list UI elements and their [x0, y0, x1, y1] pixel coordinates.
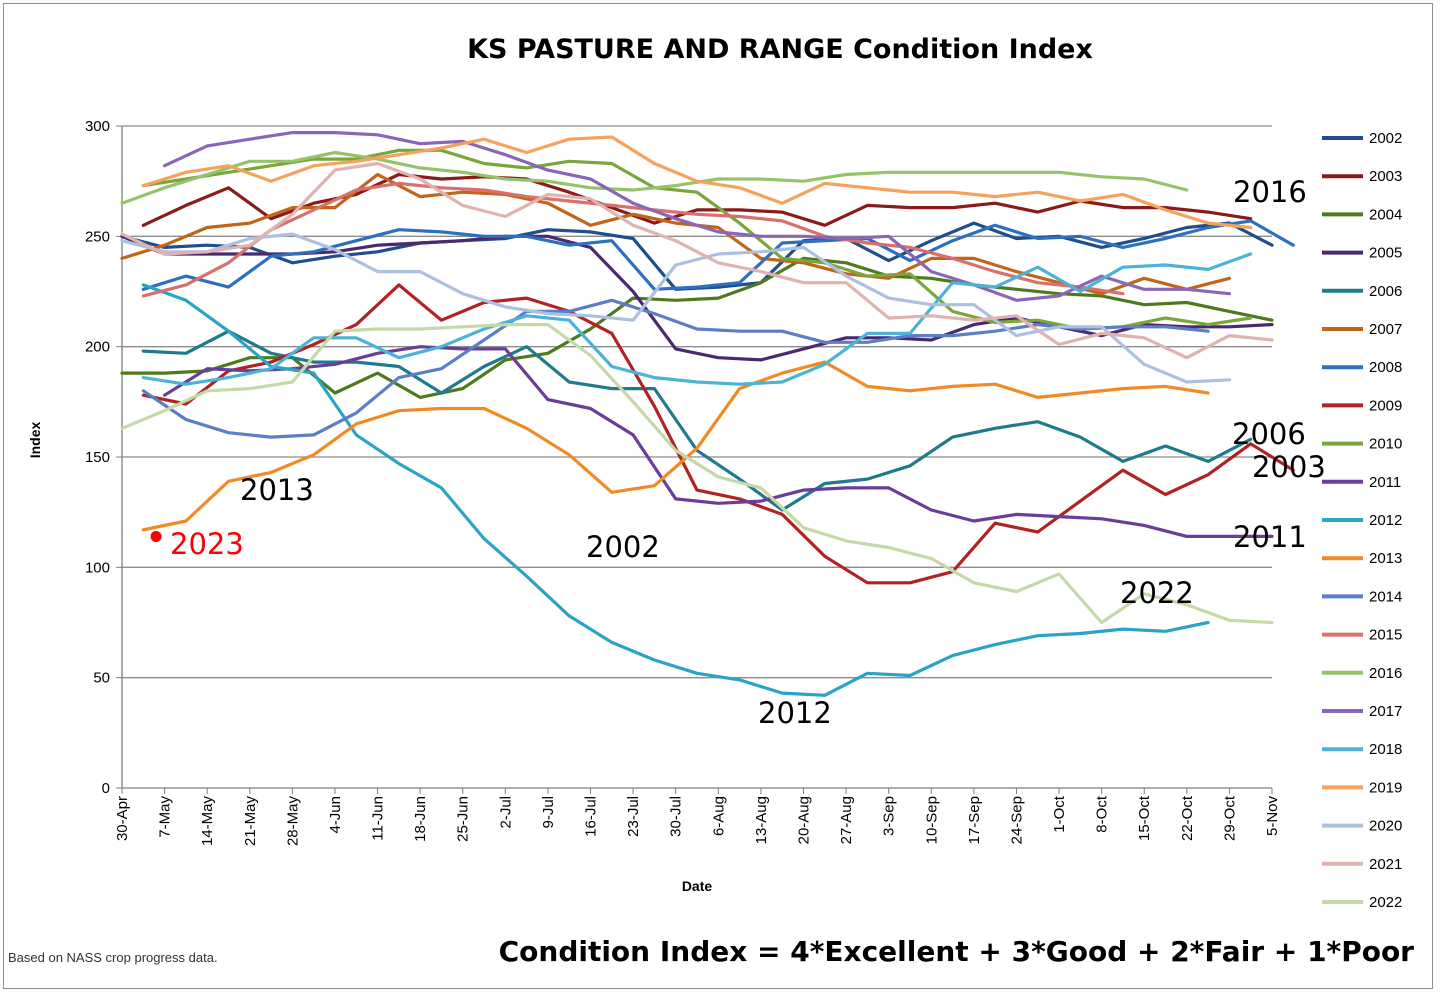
legend-label-2014: 2014	[1369, 588, 1402, 605]
x-tick-label: 11-Jun	[370, 796, 387, 841]
y-tick-label: 50	[93, 670, 110, 687]
legend-label-2016: 2016	[1369, 665, 1402, 682]
annotation-2013: 2013	[240, 473, 314, 507]
y-tick-label: 200	[85, 339, 110, 356]
x-tick-label: 14-May	[199, 796, 216, 847]
x-tick-label: 23-Jul	[625, 796, 642, 837]
x-tick-label: 16-Jul	[583, 796, 600, 837]
x-tick-label: 5-Nov	[1264, 796, 1281, 837]
series-line-2016	[120, 150, 1189, 205]
legend-label-2002: 2002	[1369, 130, 1402, 147]
legend-label-2005: 2005	[1369, 245, 1402, 262]
series-line-2006	[141, 329, 1253, 512]
x-tick-label: 6-Aug	[710, 796, 727, 836]
series-lines	[120, 131, 1295, 697]
formula-caption: Condition Index = 4*Excellent + 3*Good +…	[499, 935, 1415, 968]
legend-label-2018: 2018	[1369, 741, 1402, 758]
series-line-2008	[141, 219, 1295, 291]
legend-label-2012: 2012	[1369, 512, 1402, 529]
x-tick-label: 28-May	[284, 796, 301, 847]
y-tick-label: 250	[85, 228, 110, 245]
x-tick-label: 27-Aug	[838, 796, 855, 844]
legend-label-2004: 2004	[1369, 206, 1402, 223]
annotation-2012: 2012	[758, 696, 832, 730]
series-line-2021	[120, 161, 1274, 360]
annotation-2006: 2006	[1232, 417, 1306, 451]
legend-label-2020: 2020	[1369, 818, 1402, 835]
legend-label-2007: 2007	[1369, 321, 1402, 338]
y-axis-title: Index	[27, 422, 43, 459]
y-tick-label: 0	[102, 780, 110, 797]
footnote: Based on NASS crop progress data.	[8, 950, 218, 965]
series-line-2011	[163, 345, 1274, 539]
series-line-2020	[120, 232, 1232, 384]
legend-label-2011: 2011	[1369, 474, 1401, 491]
series-line-2003	[141, 172, 1253, 227]
x-tick-label: 4-Jun	[327, 796, 344, 834]
x-tick-label: 29-Oct	[1221, 795, 1238, 841]
x-tick-label: 9-Jul	[540, 796, 557, 829]
legend-label-2022: 2022	[1369, 894, 1402, 911]
chart-frame	[3, 3, 1433, 989]
legend: 2002 2003 2004 2005 2006 2007 2008 2009 2010 2011…	[1322, 130, 1402, 911]
x-tick-label: 22-Oct	[1179, 795, 1196, 841]
annotation-2003: 2003	[1252, 450, 1326, 484]
y-tick-label: 300	[85, 118, 110, 135]
annotation-2002: 2002	[586, 530, 660, 564]
x-tick-label: 3-Sep	[881, 796, 898, 836]
series-line-2013	[141, 360, 1210, 532]
legend-label-2008: 2008	[1369, 359, 1402, 376]
series-line-2007	[120, 172, 1232, 296]
series-line-2022	[120, 323, 1274, 625]
legend-label-2021: 2021	[1369, 856, 1402, 873]
x-tick-label: 17-Sep	[966, 796, 983, 844]
x-tick-label: 30-Jul	[668, 796, 685, 837]
x-tick-label: 10-Sep	[923, 796, 940, 844]
x-tick-label: 7-May	[157, 796, 174, 838]
series-line-2017	[163, 131, 1232, 302]
x-tick-label: 30-Apr	[114, 796, 131, 841]
series-line-2018	[141, 252, 1253, 386]
series-line-2012	[141, 283, 1210, 697]
x-tick-label: 15-Oct	[1136, 795, 1153, 841]
x-axis-ticks: 30-Apr 7-May 14-May 21-May 28-May 4-Jun 11-Jun…	[114, 788, 1281, 846]
x-tick-label: 13-Aug	[753, 796, 770, 844]
legend-label-2013: 2013	[1369, 550, 1402, 567]
legend-label-2003: 2003	[1369, 168, 1402, 185]
y-axis-ticks: 0 50 100 150 200 250 300	[85, 118, 122, 797]
annotation-2023: 2023	[170, 527, 244, 561]
y-tick-label: 100	[85, 559, 110, 576]
legend-label-2019: 2019	[1369, 779, 1402, 796]
legend-label-2017: 2017	[1369, 703, 1402, 720]
annotation-2011: 2011	[1233, 520, 1307, 554]
series-point-2023	[150, 530, 162, 542]
x-tick-label: 18-Jun	[412, 796, 429, 842]
legend-label-2009: 2009	[1369, 397, 1402, 414]
annotation-2022: 2022	[1120, 576, 1194, 610]
series-line-2019	[141, 135, 1253, 230]
annotation-2016: 2016	[1233, 175, 1307, 209]
x-tick-label: 2-Jul	[497, 796, 514, 829]
x-tick-label: 21-May	[242, 796, 259, 847]
x-tick-label: 1-Oct	[1051, 795, 1068, 833]
x-tick-label: 20-Aug	[795, 796, 812, 844]
x-axis-title: Date	[682, 878, 713, 894]
x-tick-label: 24-Sep	[1008, 796, 1025, 844]
legend-label-2010: 2010	[1369, 436, 1402, 453]
series-line-2015	[141, 181, 1125, 298]
legend-label-2015: 2015	[1369, 627, 1402, 644]
chart-title: KS PASTURE AND RANGE Condition Index	[467, 34, 1093, 65]
x-tick-label: 25-Jun	[455, 796, 472, 842]
x-tick-label: 8-Oct	[1094, 795, 1111, 833]
y-tick-label: 150	[85, 449, 110, 466]
legend-label-2006: 2006	[1369, 283, 1402, 300]
series-line-2009	[141, 283, 1295, 585]
